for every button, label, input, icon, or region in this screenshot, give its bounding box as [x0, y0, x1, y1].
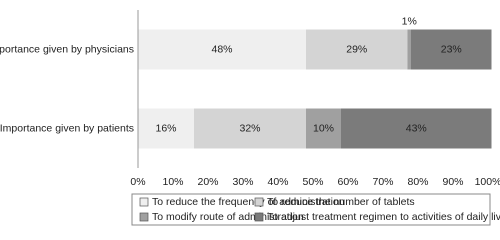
data-label: 23%	[441, 43, 462, 55]
legend-swatch	[254, 197, 264, 207]
legend-swatch	[139, 197, 149, 207]
x-tick-label: 100%	[475, 176, 500, 188]
data-label: 1%	[402, 15, 417, 27]
bar-segment	[306, 29, 408, 70]
data-label: 10%	[313, 122, 334, 134]
legend-swatch	[139, 212, 149, 222]
x-tick-label: 70%	[372, 176, 393, 188]
bar-segment	[341, 108, 492, 149]
bar-segment	[306, 108, 341, 149]
data-label: 29%	[346, 43, 367, 55]
category-label: Importance given by physicians	[0, 43, 134, 55]
legend-box	[131, 193, 491, 226]
legend-label: To modify route of administration	[152, 211, 304, 223]
x-tick-label: 60%	[337, 176, 358, 188]
bar-segment	[138, 108, 194, 149]
chart: Importance given by physicians 48% 29% 1% 23…	[0, 10, 500, 226]
x-tick-label: 90%	[442, 176, 463, 188]
data-label: 16%	[155, 122, 176, 134]
bar-segment	[138, 29, 306, 70]
data-label: 32%	[239, 122, 260, 134]
bar-segment	[407, 29, 411, 70]
data-label: 43%	[406, 122, 427, 134]
legend-label: To reduce the frequency of administratio…	[152, 196, 345, 208]
category-label: Importance given by patients	[0, 122, 134, 134]
x-tick-label: 40%	[267, 176, 288, 188]
x-tick-label: 0%	[130, 176, 145, 188]
legend-swatch	[254, 212, 264, 222]
x-tick-label: 30%	[232, 176, 253, 188]
x-tick-label: 10%	[162, 176, 183, 188]
x-tick-label: 50%	[302, 176, 323, 188]
data-label: 48%	[211, 43, 232, 55]
x-tick-label: 80%	[407, 176, 428, 188]
legend-label: To reduce the number of tablets	[267, 196, 415, 208]
bar-segment	[194, 108, 306, 149]
legend-label: To adjust treatment regimen to activitie…	[267, 211, 500, 223]
x-tick-label: 20%	[197, 176, 218, 188]
bar-segment	[411, 29, 492, 70]
